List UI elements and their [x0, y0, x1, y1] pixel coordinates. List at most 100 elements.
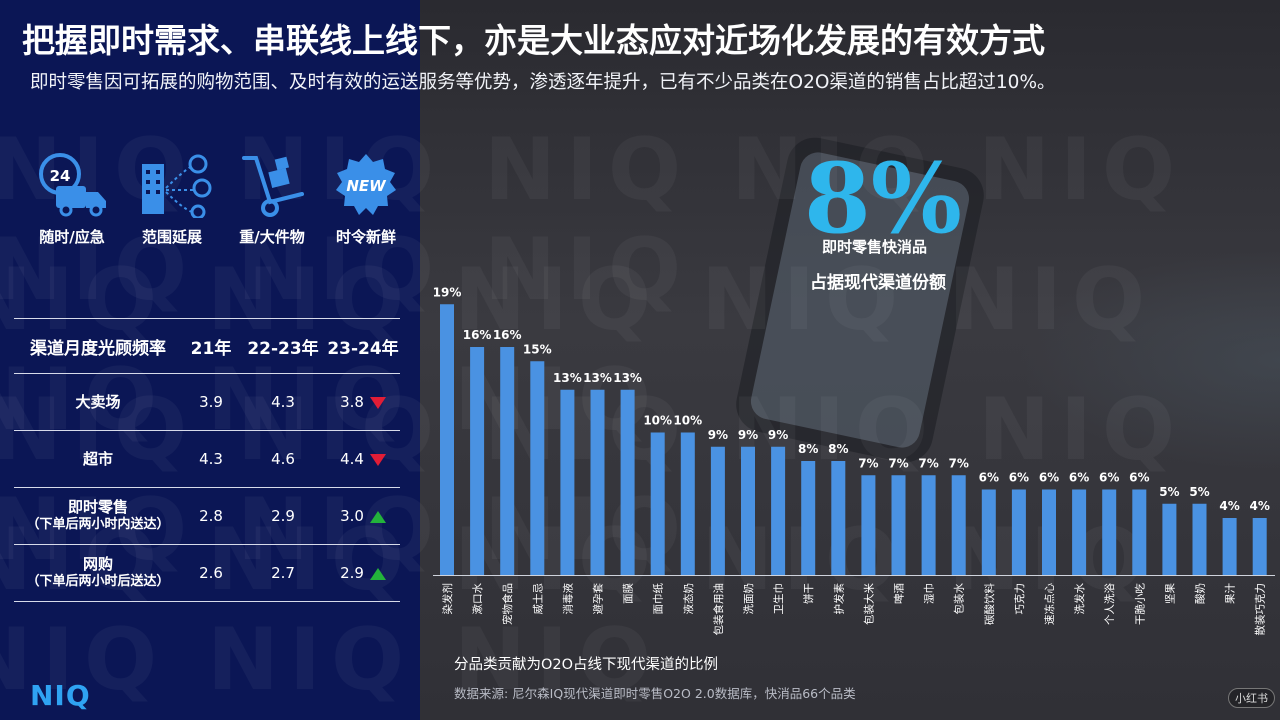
trend-down-icon	[369, 396, 386, 409]
feature-label: 重/大件物	[239, 228, 305, 246]
value-cell: 2.6	[182, 544, 240, 602]
value-cell: 3.0	[326, 487, 400, 545]
data-label: 9%	[768, 428, 788, 442]
data-label: 6%	[979, 471, 999, 485]
category-label: 包装大米	[862, 583, 875, 625]
value-cell: 4.6	[240, 430, 326, 488]
data-label: 7%	[888, 456, 908, 470]
category-label: 面巾纸	[652, 583, 665, 615]
trend-up-icon	[369, 510, 386, 523]
badge-new: NEW	[346, 177, 387, 195]
trend-down-icon	[369, 453, 386, 466]
category-label: 面膜	[623, 583, 635, 604]
data-label: 5%	[1159, 485, 1179, 499]
bar	[921, 475, 936, 575]
category-label: 宠物食品	[501, 583, 514, 625]
bar	[530, 361, 545, 575]
table-header-row: 渠道月度光顾频率 21年 22-23年 23-24年	[14, 318, 400, 374]
latest-value: 3.8	[340, 393, 364, 411]
data-label: 6%	[1009, 471, 1029, 485]
watermark: NIQ NIQ NIQ NIQ NIQ NIQ NIQ NIQ	[0, 120, 1280, 320]
bar	[1222, 518, 1237, 575]
category-label: 个人洗浴	[1104, 583, 1116, 625]
bar	[1192, 503, 1207, 575]
bar	[680, 432, 695, 575]
highlight-line2: 占据现代渠道份额	[810, 273, 946, 293]
category-label: 速冻点心	[1043, 583, 1056, 625]
data-label: 7%	[918, 456, 938, 470]
bar	[951, 475, 966, 575]
value-cell: 4.3	[182, 430, 240, 488]
value-cell: 3.8	[326, 373, 400, 431]
data-label: 19%	[433, 285, 462, 299]
bar	[1072, 489, 1087, 575]
data-label: 15%	[523, 342, 552, 356]
channel-name: 大卖场	[75, 393, 121, 411]
bar	[1132, 489, 1147, 575]
bar	[470, 347, 485, 575]
category-label: 漱口水	[472, 583, 484, 615]
bar	[1102, 489, 1117, 575]
bar	[620, 389, 635, 575]
category-label: 卫生巾	[772, 583, 785, 615]
category-label: 果汁	[1224, 583, 1237, 604]
channel-name: 网购	[82, 555, 113, 573]
category-label: 包装食用油	[712, 583, 725, 636]
niq-logo: NIQ	[30, 679, 91, 712]
data-label: 13%	[583, 371, 612, 385]
data-label: 9%	[738, 428, 758, 442]
category-label: 液态奶	[682, 583, 695, 615]
table-row: 网购 （下单后两小时后送达） 2.6 2.7 2.9	[14, 544, 400, 602]
bar	[1162, 503, 1177, 575]
latest-value: 2.9	[340, 564, 364, 582]
category-label: 包装水	[953, 583, 966, 615]
new-badge-icon: NEW	[336, 154, 396, 215]
value-cell: 2.7	[240, 544, 326, 602]
data-label: 6%	[1129, 471, 1149, 485]
building-network-icon	[142, 154, 212, 218]
category-label: 巧克力	[1013, 583, 1026, 615]
category-label: 酸奶	[1194, 583, 1207, 604]
data-label: 4%	[1250, 499, 1270, 513]
feature-seasonal: NEW 时令新鲜	[324, 152, 408, 247]
category-label: 坚果	[1164, 583, 1176, 604]
category-bar-chart: 19% 染发剂 16% 漱口水 16% 宠物食品 15% 威士忌 13% 消毒液 13% 避孕套 13%…	[433, 285, 1275, 636]
bar	[801, 461, 816, 575]
source-tag: 小红书	[1228, 688, 1275, 708]
data-label: 16%	[463, 328, 492, 342]
data-label: 4%	[1219, 499, 1239, 513]
column-header: 23-24年	[326, 318, 400, 374]
category-label: 散装巧克力	[1254, 583, 1267, 636]
channel-cell: 超市	[14, 430, 182, 488]
channel-name: 超市	[82, 450, 113, 468]
feature-label: 随时/应急	[39, 228, 105, 246]
channel-cell: 网购 （下单后两小时后送达）	[14, 544, 182, 602]
data-label: 8%	[828, 442, 848, 456]
visit-frequency-table: 渠道月度光顾频率 21年 22-23年 23-24年 大卖场 3.9 4.3 3…	[14, 318, 400, 602]
data-label: 7%	[949, 456, 969, 470]
page-subtitle: 即时零售因可拓展的购物范围、及时有效的运送服务等优势，渗透逐年提升，已有不少品类…	[30, 72, 1056, 93]
data-label: 10%	[643, 414, 672, 428]
table-row: 即时零售 （下单后两小时内送达） 2.8 2.9 3.0	[14, 487, 400, 545]
value-cell: 2.9	[326, 544, 400, 602]
bar	[590, 389, 605, 575]
feature-label: 时令新鲜	[335, 228, 396, 246]
bar	[831, 461, 846, 575]
category-label: 避孕套	[592, 583, 605, 615]
channel-note: （下单后两小时后送达）	[26, 574, 170, 589]
data-label: 8%	[798, 442, 818, 456]
category-label: 染发剂	[441, 583, 454, 615]
bar	[710, 446, 725, 575]
channel-note: （下单后两小时内送达）	[26, 517, 170, 532]
value-cell: 4.3	[240, 373, 326, 431]
value-cell: 4.4	[326, 430, 400, 488]
page-title: 把握即时需求、串联线上线下，亦是大业态应对近场化发展的有效方式	[22, 21, 1045, 60]
category-label: 威士忌	[531, 583, 544, 615]
column-header: 22-23年	[240, 318, 326, 374]
data-label: 7%	[858, 456, 878, 470]
bar	[650, 432, 665, 575]
data-label: 9%	[708, 428, 728, 442]
hand-truck-icon	[242, 156, 304, 217]
chart-caption: 分品类贡献为O2O占线下现代渠道的比例	[454, 657, 719, 673]
feature-label: 范围延展	[141, 228, 202, 246]
